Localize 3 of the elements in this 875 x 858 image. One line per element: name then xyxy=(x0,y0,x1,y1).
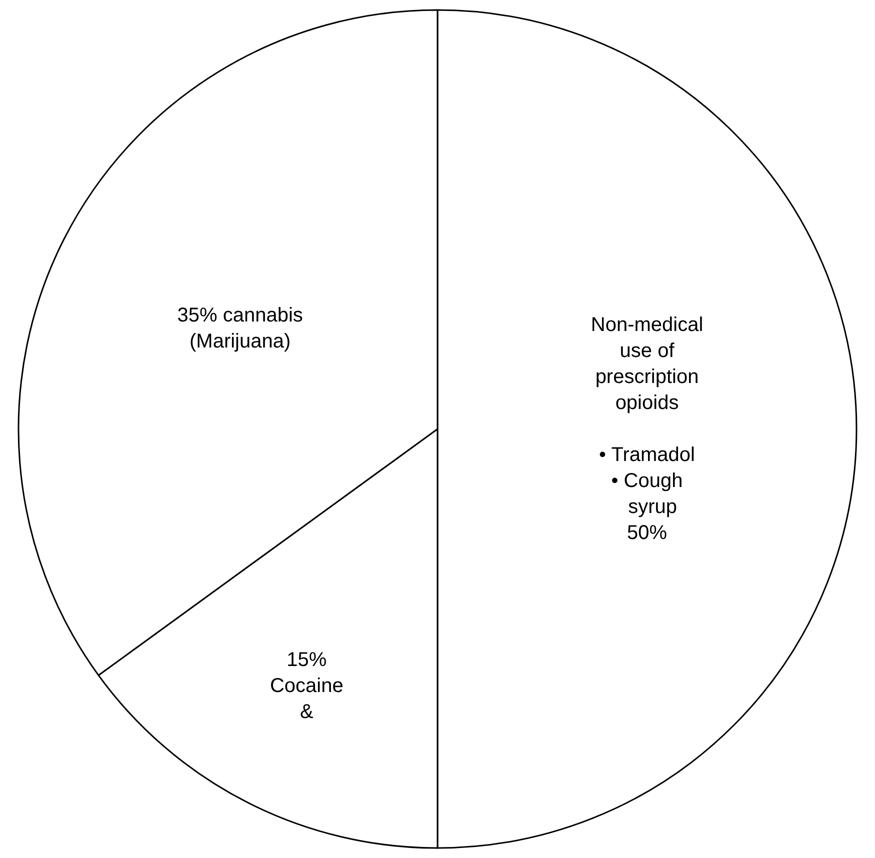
slice-label: 15% Cocaine & xyxy=(270,648,344,723)
slice-label: 35% cannabis (Marijuana) xyxy=(177,304,303,352)
category-label: Non-medical use of prescription opioids • Tramadol • Cough syrup 50% xyxy=(590,314,704,544)
